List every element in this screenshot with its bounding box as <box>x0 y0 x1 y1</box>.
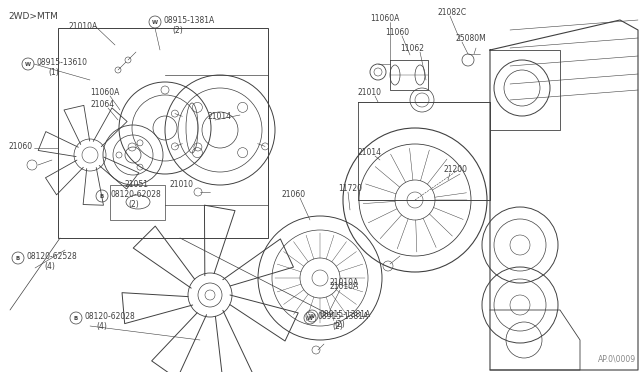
Text: 21051: 21051 <box>124 180 148 189</box>
Text: 08120-62028: 08120-62028 <box>84 312 135 321</box>
Text: W: W <box>307 315 313 321</box>
Text: 21010A: 21010A <box>68 22 97 31</box>
Text: 21010: 21010 <box>170 180 194 189</box>
Text: B: B <box>100 193 104 199</box>
Text: (2): (2) <box>172 26 183 35</box>
Text: 21082C: 21082C <box>438 8 467 17</box>
Bar <box>110 185 165 220</box>
Text: (4): (4) <box>44 262 55 271</box>
Text: (2): (2) <box>334 320 345 329</box>
Text: B: B <box>74 315 78 321</box>
Text: 21010A: 21010A <box>330 282 359 291</box>
Text: 11060A: 11060A <box>90 88 120 97</box>
Text: 11720: 11720 <box>338 184 362 193</box>
Bar <box>58 28 268 238</box>
Text: 08915-1381A: 08915-1381A <box>163 16 214 25</box>
Text: 08915-1381A: 08915-1381A <box>318 312 369 321</box>
Text: 21014: 21014 <box>358 148 382 157</box>
Text: 11062: 11062 <box>400 44 424 53</box>
Text: 21060: 21060 <box>282 190 306 199</box>
Text: 21060: 21060 <box>8 142 32 151</box>
Text: (1): (1) <box>48 68 59 77</box>
Text: 21064: 21064 <box>90 100 114 109</box>
Text: 21200: 21200 <box>444 165 468 174</box>
Text: 2WD>MTM: 2WD>MTM <box>8 12 58 21</box>
Text: AP.0\0009: AP.0\0009 <box>598 355 636 364</box>
Text: W: W <box>309 314 315 318</box>
Text: W: W <box>152 19 158 25</box>
Text: W: W <box>25 61 31 67</box>
Text: 08120-62028: 08120-62028 <box>110 190 161 199</box>
Text: B: B <box>16 256 20 260</box>
Text: 21014: 21014 <box>208 112 232 121</box>
Text: (2): (2) <box>332 322 343 331</box>
Text: (4): (4) <box>96 322 107 331</box>
Text: (2): (2) <box>128 200 139 209</box>
Text: 11060: 11060 <box>385 28 409 37</box>
Text: 08915-13610: 08915-13610 <box>36 58 87 67</box>
Text: 11060A: 11060A <box>370 14 399 23</box>
Text: 08915-1381A: 08915-1381A <box>320 310 371 319</box>
Text: 25080M: 25080M <box>456 34 487 43</box>
Text: 21010: 21010 <box>358 88 382 97</box>
Text: 08120-62528: 08120-62528 <box>26 252 77 261</box>
Text: 21010A: 21010A <box>330 278 359 287</box>
